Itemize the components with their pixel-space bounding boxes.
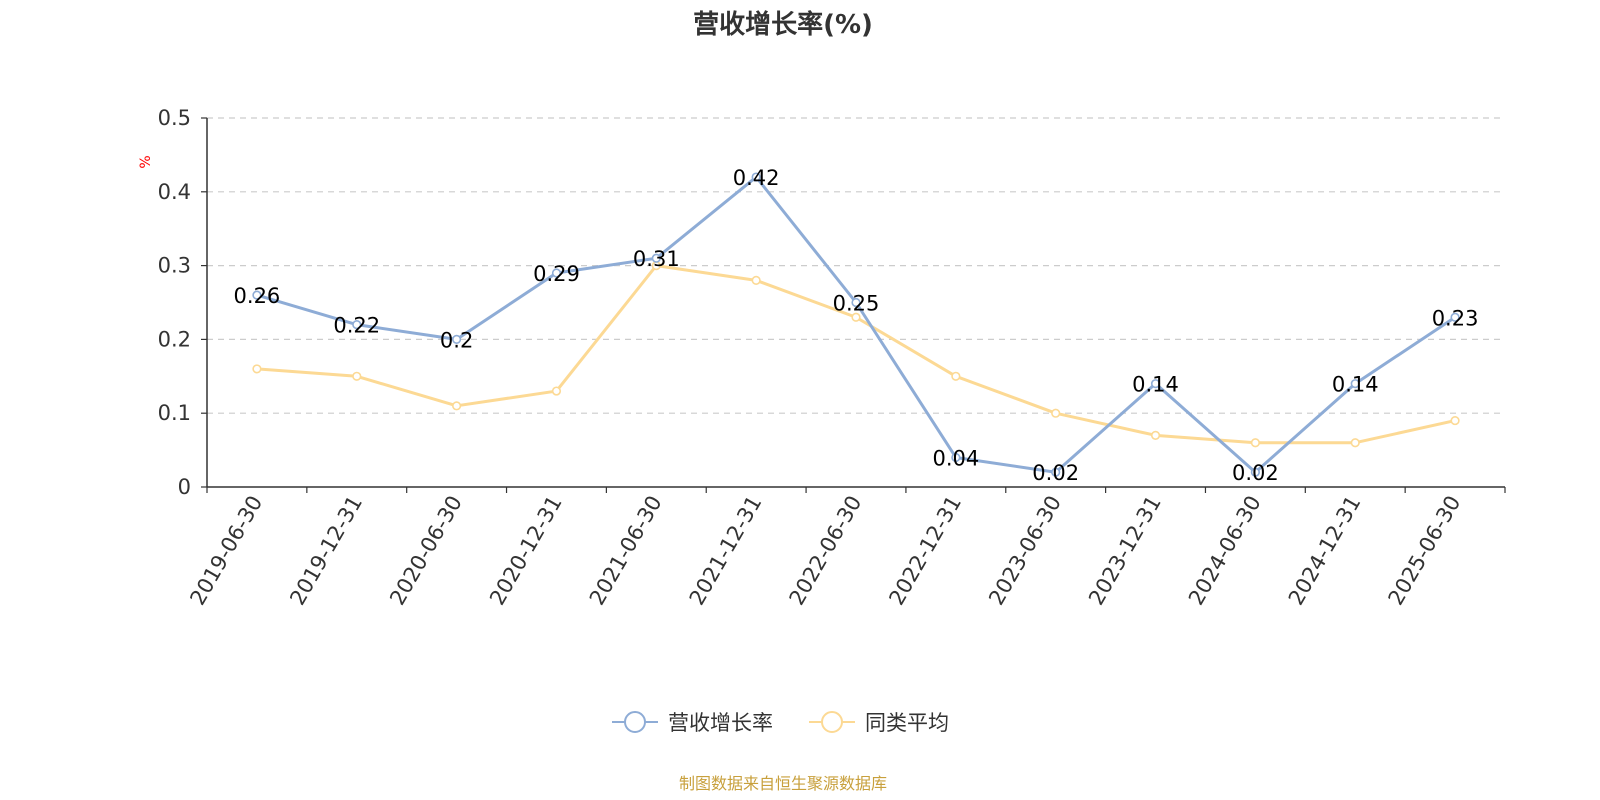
data-point bbox=[452, 334, 462, 345]
data-label: 0.2 bbox=[440, 328, 473, 352]
series-line-revenue-growth bbox=[256, 175, 1456, 474]
data-point bbox=[551, 268, 562, 278]
legend-marker bbox=[624, 711, 646, 733]
grid-lines bbox=[207, 117, 1500, 414]
data-point bbox=[751, 172, 761, 182]
data-point bbox=[751, 275, 761, 285]
legend-item[interactable]: 营收增长率 bbox=[612, 711, 773, 735]
data-point bbox=[252, 290, 262, 300]
legend-item[interactable]: 同类平均 bbox=[809, 711, 949, 735]
data-point bbox=[1150, 379, 1161, 389]
x-tick-label: 2023-06-30 bbox=[984, 492, 1066, 610]
data-point bbox=[1450, 415, 1460, 426]
x-tick-label: 2023-12-31 bbox=[1084, 492, 1166, 610]
x-tick-label: 2022-12-31 bbox=[884, 492, 966, 610]
data-labels: 0.26 0.22 0.2 0.29 0.31 0.42 0.25 0.04 0.02 0.14 0… bbox=[234, 166, 1479, 485]
data-point bbox=[1150, 430, 1161, 440]
data-point bbox=[452, 401, 462, 411]
x-tick-label: 2020-12-31 bbox=[485, 492, 567, 610]
x-tick-label: 2020-06-30 bbox=[385, 492, 467, 610]
data-point bbox=[951, 371, 961, 381]
legend[interactable]: 营收增长率 同类平均 bbox=[612, 711, 949, 735]
y-tick-label: 0.3 bbox=[158, 254, 191, 278]
x-tick-label: 2019-06-30 bbox=[185, 492, 267, 610]
x-tick-label: 2024-06-30 bbox=[1184, 492, 1266, 610]
y-tick-label: 0.5 bbox=[158, 106, 191, 130]
y-axis-unit-label: % bbox=[138, 155, 154, 168]
source-note: 制图数据来自恒生聚源数据库 bbox=[679, 774, 887, 793]
data-point bbox=[551, 386, 562, 396]
data-point bbox=[651, 253, 661, 263]
data-label: 0.26 bbox=[234, 284, 281, 308]
series-lines bbox=[252, 172, 1460, 477]
data-label: 0.29 bbox=[533, 262, 580, 286]
data-label: 0.14 bbox=[1132, 373, 1179, 397]
data-label: 0.02 bbox=[1232, 461, 1279, 485]
chart-title: 营收增长率(%) bbox=[693, 9, 873, 40]
data-label: 0.02 bbox=[1032, 461, 1079, 485]
data-point bbox=[1051, 408, 1061, 418]
x-tick-label: 2025-06-30 bbox=[1384, 492, 1466, 610]
data-point bbox=[851, 312, 861, 322]
data-label: 0.14 bbox=[1332, 373, 1379, 397]
y-tick-label: 0.4 bbox=[158, 180, 191, 204]
legend-label: 同类平均 bbox=[865, 711, 949, 735]
data-label: 0.22 bbox=[333, 314, 380, 338]
y-tick-label: 0.2 bbox=[158, 327, 191, 351]
data-point bbox=[352, 371, 362, 381]
data-label: 0.31 bbox=[633, 247, 680, 271]
y-tick-label: 0.1 bbox=[158, 401, 191, 425]
y-tick-label: 0 bbox=[178, 475, 191, 499]
data-point bbox=[1350, 438, 1360, 448]
data-point bbox=[951, 452, 961, 463]
legend-label: 营收增长率 bbox=[668, 711, 773, 735]
data-point bbox=[1250, 438, 1260, 448]
data-point bbox=[851, 297, 861, 308]
data-point bbox=[1051, 467, 1061, 477]
data-label: 0.23 bbox=[1432, 306, 1479, 330]
data-point bbox=[1250, 467, 1260, 477]
x-tick-label: 2019-12-31 bbox=[285, 492, 367, 610]
data-point bbox=[352, 320, 362, 330]
x-tick-label: 2021-12-31 bbox=[685, 492, 767, 610]
data-point bbox=[1450, 312, 1460, 322]
data-point bbox=[1350, 379, 1360, 389]
x-tick-label: 2022-06-30 bbox=[785, 492, 867, 610]
x-tick-label: 2024-12-31 bbox=[1284, 492, 1366, 610]
data-label: 0.42 bbox=[733, 166, 780, 190]
data-label: 0.25 bbox=[833, 292, 880, 316]
x-tick-label: 2021-06-30 bbox=[585, 492, 667, 610]
data-label: 0.04 bbox=[932, 446, 979, 470]
data-point bbox=[252, 364, 262, 374]
legend-marker bbox=[821, 711, 843, 733]
